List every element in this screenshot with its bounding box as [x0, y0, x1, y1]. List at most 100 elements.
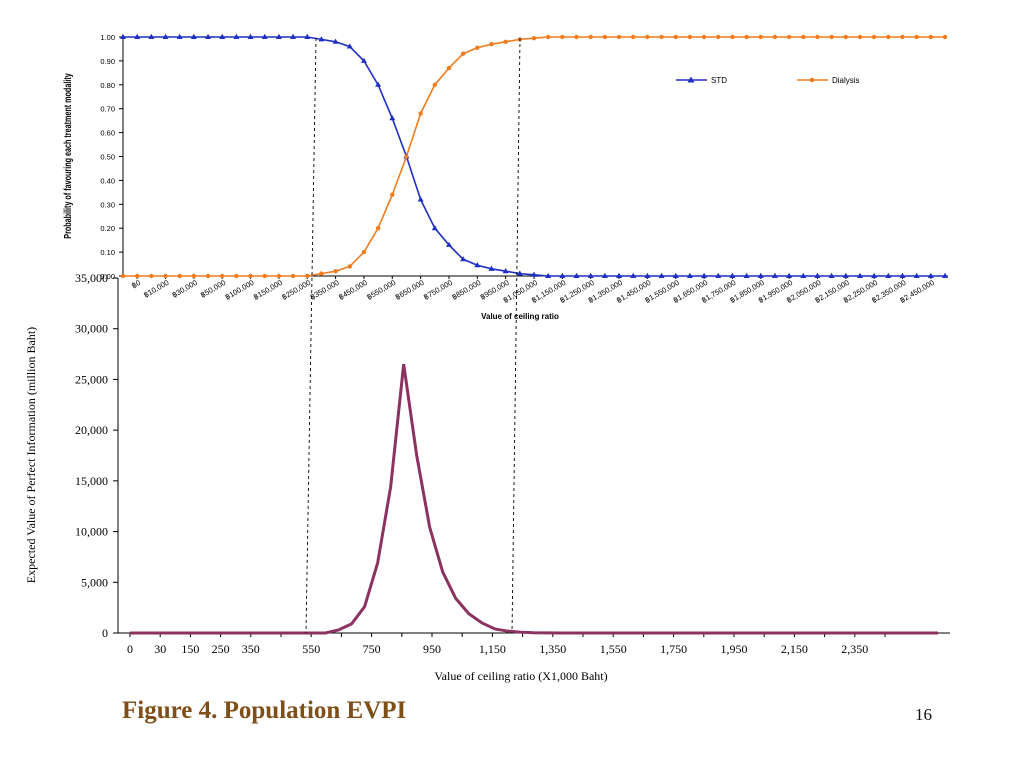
- std-data-point: [814, 272, 821, 278]
- std-data-point: [786, 272, 793, 278]
- evpi-x-tick-label: 1,750: [660, 642, 687, 656]
- probability-plot-area: [122, 34, 948, 276]
- dialysis-data-point: [744, 34, 749, 40]
- std-data-point: [842, 272, 849, 278]
- std-data-point: [771, 272, 778, 278]
- dialysis-data-point: [900, 34, 905, 40]
- dialysis-data-point: [475, 45, 480, 50]
- dialysis-data-point: [815, 34, 820, 40]
- dialysis-data-point: [460, 51, 466, 56]
- std-data-point: [162, 33, 169, 39]
- std-data-point: [176, 33, 183, 39]
- std-data-point: [516, 270, 523, 276]
- dialysis-data-point: [432, 82, 437, 88]
- std-data-point: [205, 33, 212, 39]
- probability-legend: STD Dialysis: [676, 76, 860, 85]
- dialysis-data-point: [616, 34, 622, 40]
- std-data-point: [644, 272, 651, 278]
- evpi-y-tick-label: 15,000: [75, 474, 108, 488]
- probability-y-tick-label: 0.10: [100, 248, 115, 257]
- probability-x-tick-label: ฿0: [130, 278, 142, 290]
- figure-caption: Figure 4. Population EVPI: [122, 697, 407, 724]
- dialysis-data-point: [687, 34, 693, 40]
- dialysis-data-point: [404, 154, 409, 159]
- legend-std-marker: [687, 76, 695, 83]
- std-data-point: [318, 36, 325, 42]
- dialysis-data-point: [191, 273, 197, 279]
- legend-dialysis-label: Dialysis: [832, 76, 860, 85]
- dialysis-data-point: [177, 273, 182, 279]
- dialysis-data-point: [446, 65, 452, 71]
- std-data-point: [899, 272, 906, 278]
- probability-x-tick-label: ฿350,000: [308, 278, 340, 302]
- dialysis-data-point: [418, 111, 423, 116]
- evpi-x-tick-label: 750: [363, 642, 381, 656]
- dialysis-data-point: [163, 273, 168, 279]
- dialysis-data-point: [276, 273, 282, 279]
- evpi-x-tick-label: 950: [423, 642, 441, 656]
- dialysis-data-point: [560, 34, 565, 40]
- probability-x-tick-label: ฿650,000: [394, 278, 426, 302]
- dialysis-data-point: [801, 34, 806, 40]
- probability-y-tick-label: 1.00: [100, 33, 115, 42]
- std-data-point: [701, 272, 708, 278]
- std-data-point: [360, 57, 367, 63]
- std-data-point: [261, 33, 268, 39]
- std-data-point: [587, 272, 594, 278]
- std-data-point: [715, 272, 722, 278]
- dialysis-data-point: [843, 34, 848, 40]
- evpi-y-tick-label: 35,000: [75, 271, 108, 285]
- std-data-point: [190, 33, 197, 39]
- dialysis-data-point: [914, 34, 919, 40]
- dialysis-data-point: [262, 273, 267, 279]
- probability-x-tick-label: ฿850,000: [450, 278, 482, 302]
- std-data-point: [488, 265, 495, 271]
- evpi-y-tick-label: 0: [102, 626, 108, 640]
- evpi-y-tick-label: 25,000: [75, 372, 108, 386]
- evpi-x-tick-label: 30: [154, 642, 166, 656]
- probability-x-tick-label: ฿550,000: [365, 278, 397, 302]
- std-data-point: [913, 272, 920, 278]
- std-data-point: [800, 272, 807, 278]
- evpi-x-tick-label: 1,550: [600, 642, 627, 656]
- evpi-x-tick-label: 1,350: [539, 642, 566, 656]
- evpi-x-axis-title: Value of ceiling ratio (X1,000 Baht): [434, 669, 607, 683]
- std-data-point: [134, 33, 141, 39]
- dialysis-data-point: [347, 264, 352, 269]
- std-data-point: [672, 272, 679, 278]
- dialysis-data-point: [205, 273, 211, 279]
- dialysis-data-point: [234, 273, 239, 279]
- dialysis-data-point: [716, 34, 721, 40]
- dialysis-data-point: [942, 34, 948, 40]
- dialysis-data-point: [758, 34, 763, 40]
- probability-y-tick-label: 0.70: [100, 105, 115, 114]
- evpi-y-tick-label: 5,000: [81, 575, 108, 589]
- dialysis-data-point: [503, 39, 508, 44]
- dialysis-data-point: [631, 34, 636, 40]
- dialysis-data-point: [659, 34, 664, 40]
- dialysis-data-point: [574, 34, 579, 40]
- dialysis-data-point: [220, 273, 225, 279]
- evpi-series-line: [130, 364, 938, 635]
- std-data-point: [545, 272, 552, 278]
- probability-x-tick-label: ฿250,000: [280, 278, 312, 302]
- std-data-point: [729, 272, 736, 278]
- std-data-point: [871, 272, 878, 278]
- dialysis-data-point: [772, 34, 778, 40]
- dialysis-data-point: [701, 34, 707, 40]
- dialysis-data-point: [375, 226, 381, 231]
- std-data-point: [375, 81, 382, 87]
- dialysis-data-point: [588, 34, 593, 40]
- std-data-point: [630, 272, 637, 278]
- std-data-point: [148, 33, 155, 39]
- probability-chart: 0.00 0.10 0.20 0.30 0.40 0.50 0.60 0.70 0.80 0.90…: [62, 33, 948, 321]
- std-data-point: [616, 272, 623, 278]
- evpi-x-tick-label: 550: [302, 642, 320, 656]
- std-data-point: [389, 115, 396, 121]
- probability-x-tick-label: ฿150,000: [252, 278, 284, 302]
- dialysis-data-point: [886, 34, 891, 40]
- page-number: 16: [915, 705, 932, 724]
- evpi-x-tick-label: 1,150: [479, 642, 506, 656]
- evpi-x-tick-label: 250: [212, 642, 230, 656]
- std-data-point: [601, 272, 608, 278]
